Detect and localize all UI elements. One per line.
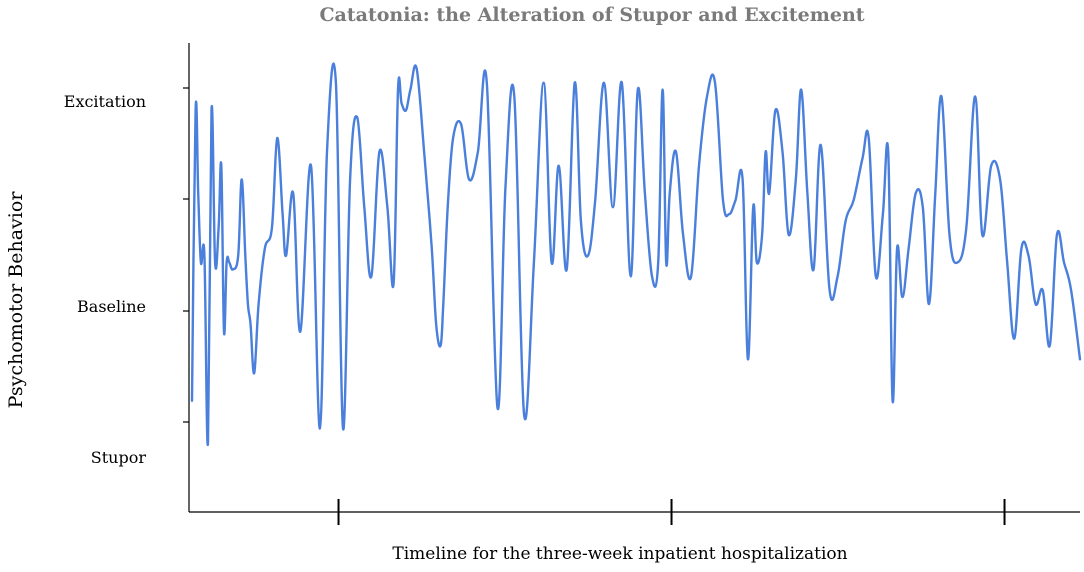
series-layer (190, 62, 1082, 447)
chart-title: Catatonia: the Alteration of Stupor and … (319, 4, 865, 26)
x-axis-label: Timeline for the three-week inpatient ho… (392, 544, 848, 564)
y-tick-label-excitation: Excitation (63, 92, 146, 111)
y-tick-label-baseline: Baseline (77, 297, 146, 316)
y-tick-label-stupor: Stupor (90, 448, 146, 467)
axes (183, 43, 1080, 525)
series-line-0 (190, 62, 1082, 447)
